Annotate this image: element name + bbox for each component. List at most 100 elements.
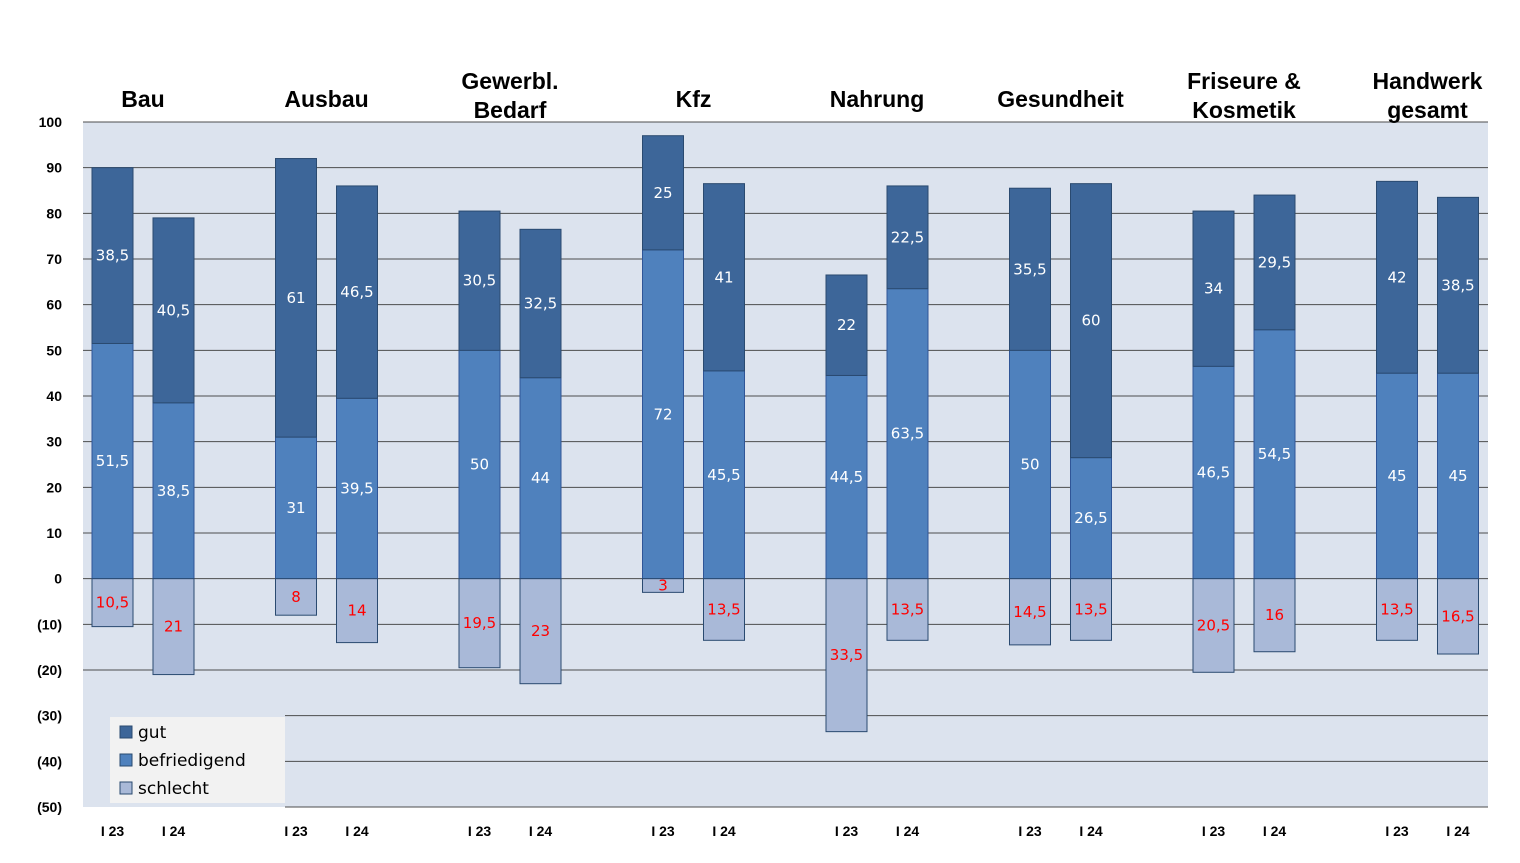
- data-label-gut: 25: [653, 184, 672, 202]
- group-title: Handwerk: [1373, 68, 1483, 94]
- x-tick-label: I 24: [1263, 823, 1287, 839]
- data-label-gut: 35,5: [1013, 260, 1046, 278]
- y-tick-label: 0: [54, 571, 62, 587]
- y-axis: 1009080706050403020100(10)(20)(30)(40)(5…: [37, 114, 62, 815]
- data-label-befriedigend: 26,5: [1074, 509, 1107, 527]
- data-label-gut: 41: [714, 268, 733, 286]
- group-title: gesamt: [1387, 97, 1468, 123]
- data-label-schlecht: 13,5: [1074, 600, 1107, 618]
- bar-segment-befriedigend: [1009, 349, 1051, 580]
- group-title: Bedarf: [474, 97, 547, 123]
- data-label-befriedigend: 63,5: [891, 425, 924, 443]
- bar-segment-schlecht: [1070, 578, 1112, 641]
- data-label-befriedigend: 72: [653, 405, 672, 423]
- y-tick-label: 30: [46, 434, 62, 450]
- x-tick-label: I 23: [1202, 823, 1226, 839]
- data-label-befriedigend: 45: [1387, 467, 1406, 485]
- legend-label-schlecht: schlecht: [138, 779, 209, 799]
- data-label-befriedigend: 44: [531, 469, 550, 487]
- x-tick-label: I 24: [712, 823, 736, 839]
- data-label-befriedigend: 50: [470, 456, 489, 474]
- data-label-befriedigend: 54,5: [1258, 445, 1291, 463]
- data-label-befriedigend: 44,5: [830, 468, 863, 486]
- legend-swatch-schlecht: [119, 781, 133, 795]
- data-label-befriedigend: 45: [1448, 467, 1467, 485]
- legend-swatch-gut: [119, 725, 133, 739]
- bar-segment-schlecht: [1253, 578, 1296, 653]
- data-label-schlecht: 19,5: [463, 614, 496, 632]
- data-label-befriedigend: 38,5: [157, 482, 190, 500]
- data-label-schlecht: 13,5: [1380, 600, 1413, 618]
- bar-segment-schlecht: [825, 578, 868, 733]
- y-tick-label: 20: [46, 479, 62, 495]
- bar-segment-schlecht: [642, 578, 684, 593]
- bar-segment-gut: [1070, 183, 1112, 459]
- data-label-gut: 61: [286, 289, 305, 307]
- data-label-befriedigend: 50: [1020, 456, 1039, 474]
- bar-segment-schlecht: [703, 578, 745, 641]
- data-label-schlecht: 33,5: [830, 646, 863, 664]
- data-label-gut: 22: [837, 316, 856, 334]
- y-tick-label: 80: [46, 205, 62, 221]
- bar-segment-gut: [642, 135, 684, 251]
- data-label-gut: 42: [1387, 268, 1406, 286]
- y-tick-label: (30): [37, 708, 62, 724]
- bar-segment-schlecht: [1437, 578, 1479, 655]
- group-title: Bau: [121, 86, 164, 112]
- group-title: Gesundheit: [997, 86, 1124, 112]
- data-label-befriedigend: 39,5: [340, 479, 373, 497]
- bars: 38,5 51,5 10,5 40,5 38,5 21 61 31 8 46,5 39,5 14 30,…: [91, 135, 1479, 733]
- bar-segment-gut: [275, 158, 317, 438]
- x-tick-label: I 23: [1018, 823, 1042, 839]
- data-label-gut: 40,5: [157, 301, 190, 319]
- x-tick-label: I 24: [162, 823, 186, 839]
- bar-segment-gut: [825, 274, 868, 376]
- bar-segment-schlecht: [519, 578, 562, 685]
- legend: gut befriedigend schlecht: [110, 717, 285, 803]
- data-label-schlecht: 21: [164, 618, 183, 636]
- y-tick-label: 70: [46, 251, 62, 267]
- data-label-schlecht: 16,5: [1441, 607, 1474, 625]
- x-tick-label: I 23: [1385, 823, 1409, 839]
- y-tick-label: (40): [37, 753, 62, 769]
- group-title: Nahrung: [830, 86, 925, 112]
- bar-segment-gut: [519, 228, 562, 379]
- y-tick-label: 10: [46, 525, 62, 541]
- data-label-befriedigend: 45,5: [707, 466, 740, 484]
- bar-segment-schlecht: [91, 578, 134, 628]
- data-label-gut: 46,5: [340, 283, 373, 301]
- bar-segment-gut: [886, 185, 929, 290]
- bar-segment-gut: [336, 185, 378, 399]
- data-label-befriedigend: 51,5: [96, 452, 129, 470]
- data-label-gut: 30,5: [463, 272, 496, 290]
- y-tick-label: 100: [39, 114, 63, 130]
- data-label-schlecht: 10,5: [96, 594, 129, 612]
- data-label-gut: 60: [1081, 312, 1100, 330]
- bar-segment-befriedigend: [1376, 372, 1418, 580]
- bar-segment-schlecht: [458, 578, 501, 669]
- data-label-schlecht: 14,5: [1013, 603, 1046, 621]
- x-tick-label: I 23: [284, 823, 308, 839]
- x-tick-label: I 24: [1446, 823, 1470, 839]
- y-tick-label: 90: [46, 160, 62, 176]
- y-tick-label: 40: [46, 388, 62, 404]
- data-label-schlecht: 14: [347, 602, 366, 620]
- bar-segment-schlecht: [275, 578, 317, 616]
- bar-segment-schlecht: [1376, 578, 1418, 641]
- bar-segment-schlecht: [886, 578, 929, 641]
- bar-segment-schlecht: [336, 578, 378, 644]
- y-tick-label: (20): [37, 662, 62, 678]
- bar-segment-befriedigend: [886, 288, 929, 580]
- bar-segment-gut: [1376, 180, 1418, 374]
- x-tick-label: I 23: [101, 823, 125, 839]
- x-tick-label: I 24: [529, 823, 553, 839]
- data-label-gut: 34: [1204, 280, 1223, 298]
- y-tick-label: 50: [46, 342, 62, 358]
- bar-segment-befriedigend: [703, 370, 745, 580]
- data-label-gut: 29,5: [1258, 253, 1291, 271]
- x-tick-label: I 24: [1079, 823, 1103, 839]
- bar-segment-gut: [1437, 196, 1479, 374]
- group-title: Ausbau: [284, 86, 368, 112]
- bar-segment-gut: [1009, 187, 1051, 351]
